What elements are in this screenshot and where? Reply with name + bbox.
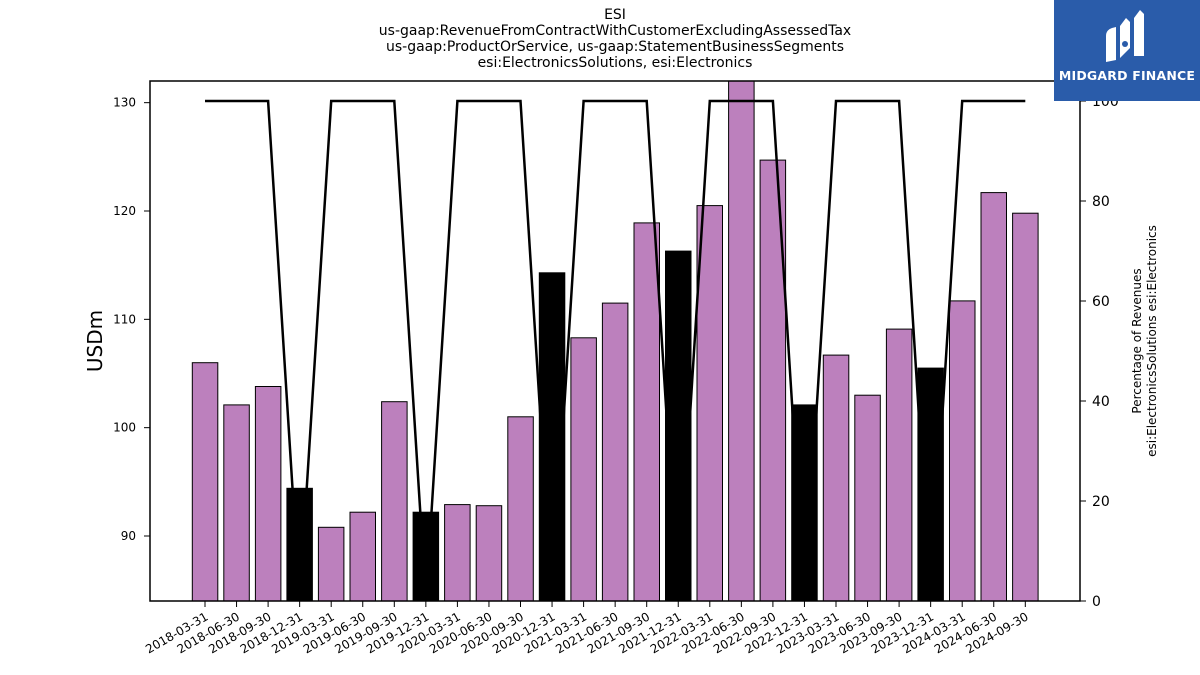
bar-2024-06-30 bbox=[980, 192, 1007, 601]
y-axis-right-label-line2: esi:ElectronicsSolutions esi:Electronics bbox=[1145, 225, 1159, 457]
y-tick-label-right: 40 bbox=[1092, 394, 1110, 410]
bar-2021-09-30 bbox=[633, 222, 660, 601]
bar-2022-03-31 bbox=[696, 205, 723, 601]
bar-2019-09-30 bbox=[381, 401, 408, 601]
chart-subtitle-line1: us-gaap:RevenueFromContractWithCustomerE… bbox=[378, 23, 852, 39]
y-axis-left: 90 100 110 120 130 bbox=[113, 96, 150, 543]
chart-title: ESI bbox=[604, 7, 626, 23]
bar-series bbox=[191, 81, 1039, 601]
bar-2019-03-31 bbox=[317, 526, 345, 601]
y-tick-label-right: 60 bbox=[1092, 294, 1110, 310]
bar-2022-12-31 bbox=[791, 404, 818, 601]
bar-2023-12-31 bbox=[917, 367, 944, 601]
midgard-logo-icon bbox=[1106, 10, 1144, 62]
y-tick-label-left: 100 bbox=[113, 421, 136, 435]
y-tick-label-left: 110 bbox=[113, 312, 136, 326]
chart-subtitle-line2: us-gaap:ProductOrService, us-gaap:Statem… bbox=[385, 39, 844, 55]
bar-2020-03-31 bbox=[444, 504, 471, 601]
bar-2018-09-30 bbox=[254, 386, 282, 601]
midgard-finance-logo: MIDGARD FINANCE bbox=[1054, 0, 1200, 101]
y-tick-label-right: 0 bbox=[1092, 594, 1101, 610]
bar-2019-06-30 bbox=[349, 511, 376, 601]
bar-2021-06-30 bbox=[601, 302, 629, 601]
y-tick-label-right: 80 bbox=[1092, 194, 1110, 210]
bar-2021-03-31 bbox=[570, 337, 597, 601]
y-axis-label: USDm bbox=[83, 310, 107, 372]
bar-2020-12-31 bbox=[538, 272, 566, 601]
x-axis: 2018-03-312018-06-302018-09-302018-12-31… bbox=[143, 601, 1031, 656]
logo-text: MIDGARD FINANCE bbox=[1058, 68, 1196, 83]
bar-2023-03-31 bbox=[822, 354, 850, 601]
bar-2023-09-30 bbox=[885, 328, 913, 601]
y-tick-label-left: 90 bbox=[121, 529, 136, 543]
y-axis-right-label-line1: Percentage of Revenues bbox=[1130, 268, 1144, 413]
y-tick-label-left: 120 bbox=[113, 204, 136, 218]
y-tick-label-right: 20 bbox=[1092, 494, 1110, 510]
bar-2018-06-30 bbox=[223, 404, 250, 601]
bar-2021-12-31 bbox=[665, 250, 692, 601]
y-tick-label-left: 130 bbox=[113, 96, 136, 110]
bar-2024-09-30 bbox=[1012, 212, 1039, 601]
bar-2020-06-30 bbox=[475, 505, 503, 601]
percentage-line bbox=[205, 99, 1026, 602]
bar-2020-09-30 bbox=[507, 416, 534, 601]
chart-subtitle-line3: esi:ElectronicsSolutions, esi:Electronic… bbox=[477, 55, 753, 71]
bar-2024-03-31 bbox=[949, 300, 976, 601]
bar-2018-03-31 bbox=[191, 362, 219, 601]
bar-2022-06-30 bbox=[728, 81, 755, 601]
bar-2023-06-30 bbox=[854, 394, 881, 601]
